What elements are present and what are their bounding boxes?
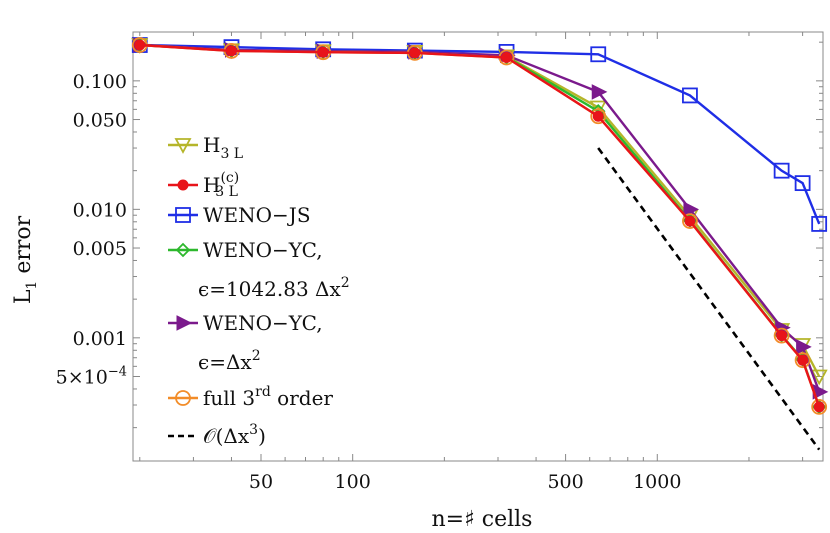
series-line <box>597 147 821 451</box>
legend-label: 𝒪(Δx3) <box>203 422 266 448</box>
plot-border <box>132 31 824 462</box>
legend-entry: WENO−YC, ϵ=1042.83 Δx2 <box>168 238 350 301</box>
data-point <box>684 215 696 227</box>
data-point <box>796 339 812 355</box>
x-tick-label: 500 <box>547 471 583 493</box>
x-tick-label: 100 <box>335 471 371 493</box>
data-point <box>317 46 329 58</box>
data-point <box>794 352 811 369</box>
y-axis-title: L1 error <box>11 215 40 304</box>
data-point <box>134 39 146 51</box>
series-line <box>139 43 821 225</box>
legend-entry: 𝒪(Δx3) <box>168 422 266 448</box>
series-o-dx-3- <box>597 147 821 451</box>
series-h3l-c- <box>134 39 825 413</box>
data-point <box>225 45 237 57</box>
data-point <box>409 47 421 59</box>
data-point <box>810 369 828 386</box>
legend-marker <box>175 242 191 258</box>
legend-marker <box>177 179 189 191</box>
y-tick-label: 0.050 <box>73 110 127 132</box>
legend-entry: H(c) 3 L <box>168 170 239 200</box>
legend-label: WENO−YC, <box>203 238 323 262</box>
data-point <box>776 330 788 342</box>
y-tick-label: 0.001 <box>73 328 127 350</box>
data-point <box>811 216 828 232</box>
axis-ticks: 50 100 500 1000 0.100 0.050 0.010 0.005 0.001 5×1… <box>56 32 823 493</box>
y-tick-label: 0.005 <box>73 238 127 260</box>
data-point <box>797 354 809 366</box>
legend-entry: full 3rd order <box>168 384 333 410</box>
data-point <box>811 399 828 415</box>
data-point <box>501 51 513 63</box>
data-point <box>682 213 698 229</box>
legend-label-line2: ϵ=1042.83 Δx2 <box>198 275 350 301</box>
data-point <box>591 84 608 100</box>
data-point <box>592 110 604 122</box>
legend-label-line2: ϵ=Δx2 <box>198 348 261 374</box>
series-line <box>139 43 821 408</box>
y-tick-label: 5×10−4 <box>56 365 127 389</box>
y-axis-title-rest: error <box>11 215 36 280</box>
data-point <box>682 87 698 104</box>
data-point <box>590 46 607 63</box>
data-point <box>773 162 790 179</box>
y-tick-label: 0.010 <box>73 199 127 221</box>
legend-entry: H3 L <box>168 133 243 162</box>
legend-label: H3 L <box>203 133 243 162</box>
x-tick-label: 1000 <box>633 471 681 493</box>
plot-frame <box>132 31 824 462</box>
data-point <box>773 327 790 344</box>
x-tick-label: 50 <box>249 471 273 493</box>
x-axis-title: n=♯ cells <box>432 507 533 532</box>
svg-text:L1 error: L1 error <box>11 215 40 304</box>
data-point <box>794 175 811 192</box>
y-axis-title-sub: 1 <box>24 281 40 290</box>
data-point <box>590 108 607 125</box>
legend-marker <box>175 207 191 223</box>
legend: H3 L H(c) 3 L WENO−JS WENO−YC, ϵ=1042.83 Δx2… <box>168 133 350 448</box>
y-axis-title-main: L <box>11 289 36 304</box>
legend-label: H(c) 3 L <box>203 170 239 200</box>
legend-marker <box>176 315 193 331</box>
data-point <box>813 401 825 413</box>
series-weno-js <box>131 37 828 232</box>
legend-label: WENO−YC, <box>203 311 323 335</box>
legend-marker <box>174 138 192 154</box>
legend-entry: WENO−JS <box>168 203 311 227</box>
legend-label: WENO−JS <box>203 203 311 227</box>
data-series <box>131 37 829 451</box>
legend-label: full 3rd order <box>203 384 333 410</box>
data-point <box>683 201 700 218</box>
legend-marker <box>175 390 191 406</box>
legend-entry: WENO−YC, ϵ=Δx2 <box>168 311 323 374</box>
y-tick-label: 0.100 <box>73 71 127 93</box>
